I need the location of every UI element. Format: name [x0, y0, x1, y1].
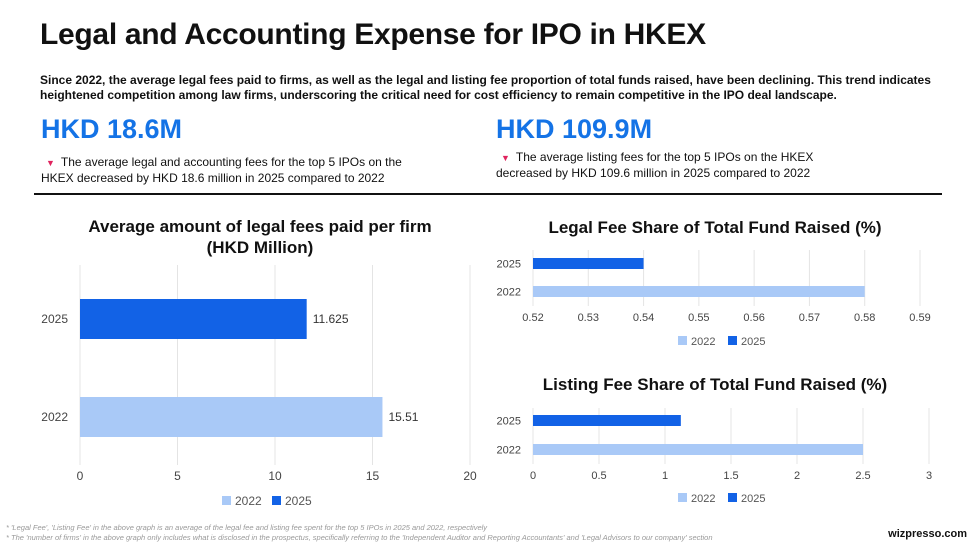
- chart2-tick-label: 0.57: [799, 312, 820, 324]
- chart1-legend-swatch: [272, 496, 281, 505]
- chart2-tick-label: 0.54: [633, 312, 654, 324]
- kpi-legal-value: HKD 18.6M: [41, 114, 183, 144]
- chart3-legend-swatch: [678, 493, 687, 502]
- chart2-tick-label: 0.56: [743, 312, 764, 324]
- intro-paragraph: Since 2022, the average legal fees paid …: [40, 73, 931, 102]
- chart2-tick-label: 0.53: [578, 312, 599, 324]
- kpi-listing-note-line1: The average listing fees for the top 5 I…: [515, 150, 814, 164]
- kpi-legal-note-line1: The average legal and accounting fees fo…: [60, 155, 402, 169]
- chart2-category-label: 2022: [497, 287, 521, 299]
- chart1-tick-label: 5: [174, 469, 181, 483]
- kpi-listing-value: HKD 109.9M: [496, 114, 653, 144]
- chart2-legend-label: 2025: [741, 336, 765, 348]
- down-arrow-icon: ▼: [46, 158, 55, 168]
- chart1-tick-label: 0: [77, 469, 84, 483]
- chart1-legend-label: 2025: [285, 494, 312, 508]
- chart2-category-label: 2025: [497, 259, 521, 271]
- chart1-bar-2022: [80, 397, 383, 437]
- chart3-tick-label: 1.5: [723, 470, 738, 482]
- chart3-tick-label: 1: [662, 470, 668, 482]
- chart2-legend-swatch: [728, 336, 737, 345]
- chart3-legend-label: 2022: [691, 493, 715, 505]
- down-arrow-icon: ▼: [501, 153, 510, 163]
- chart1-title: Average amount of legal fees paid per fi…: [60, 216, 460, 258]
- chart1-tick-label: 20: [463, 469, 477, 483]
- footnote-1: * 'Legal Fee', 'Listing Fee' in the abov…: [6, 523, 488, 532]
- chart2-legend-label: 2022: [691, 336, 715, 348]
- chart2-tick-label: 0.58: [854, 312, 875, 324]
- chart2-tick-label: 0.55: [688, 312, 709, 324]
- chart1-category-label: 2022: [41, 410, 68, 424]
- chart3-title: Listing Fee Share of Total Fund Raised (…: [542, 375, 888, 394]
- chart1-tick-label: 10: [268, 469, 282, 483]
- chart2-bar-2022: [533, 286, 865, 297]
- chart1-bar-2025: [80, 299, 307, 339]
- chart3-legend-label: 2025: [741, 493, 765, 505]
- section-divider: [34, 193, 942, 195]
- chart3-bar-2022: [533, 444, 863, 455]
- chart2-tick-label: 0.52: [522, 312, 543, 324]
- brand-label: wizpresso.com: [888, 528, 967, 540]
- kpi-listing-note: ▼ The average listing fees for the top 5 …: [496, 150, 896, 181]
- chart1-legend-label: 2022: [235, 494, 262, 508]
- chart3-category-label: 2022: [497, 445, 521, 457]
- chart1-value-label: 15.51: [388, 410, 418, 424]
- chart2-bar-2025: [533, 258, 644, 269]
- chart1-title-line2: (HKD Million): [206, 238, 314, 257]
- chart2-legend-swatch: [678, 336, 687, 345]
- chart1-legend-swatch: [222, 496, 231, 505]
- chart3-legend-swatch: [728, 493, 737, 502]
- chart3-tick-label: 2.5: [855, 470, 870, 482]
- chart3-category-label: 2025: [497, 416, 521, 428]
- chart3-bar-2025: [533, 415, 681, 426]
- page-title: Legal and Accounting Expense for IPO in …: [40, 18, 706, 51]
- chart3-tick-label: 0: [530, 470, 536, 482]
- chart3-tick-label: 3: [926, 470, 932, 482]
- chart1-title-line1: Average amount of legal fees paid per fi…: [88, 217, 432, 236]
- chart3-tick-label: 2: [794, 470, 800, 482]
- kpi-listing-note-line2: decreased by HKD 109.6 million in 2025 c…: [496, 166, 811, 180]
- chart2-tick-label: 0.59: [909, 312, 930, 324]
- chart1-category-label: 2025: [41, 312, 68, 326]
- footnote-2: * The 'number of firms' in the above gra…: [6, 533, 713, 542]
- chart2-title: Legal Fee Share of Total Fund Raised (%): [548, 218, 882, 237]
- kpi-legal-note-line2: HKEX decreased by HKD 18.6 million in 20…: [41, 171, 385, 185]
- chart3-tick-label: 0.5: [591, 470, 606, 482]
- chart1-tick-label: 15: [366, 469, 380, 483]
- chart1-value-label: 11.625: [313, 312, 349, 326]
- kpi-legal-note: ▼ The average legal and accounting fees f…: [41, 155, 441, 186]
